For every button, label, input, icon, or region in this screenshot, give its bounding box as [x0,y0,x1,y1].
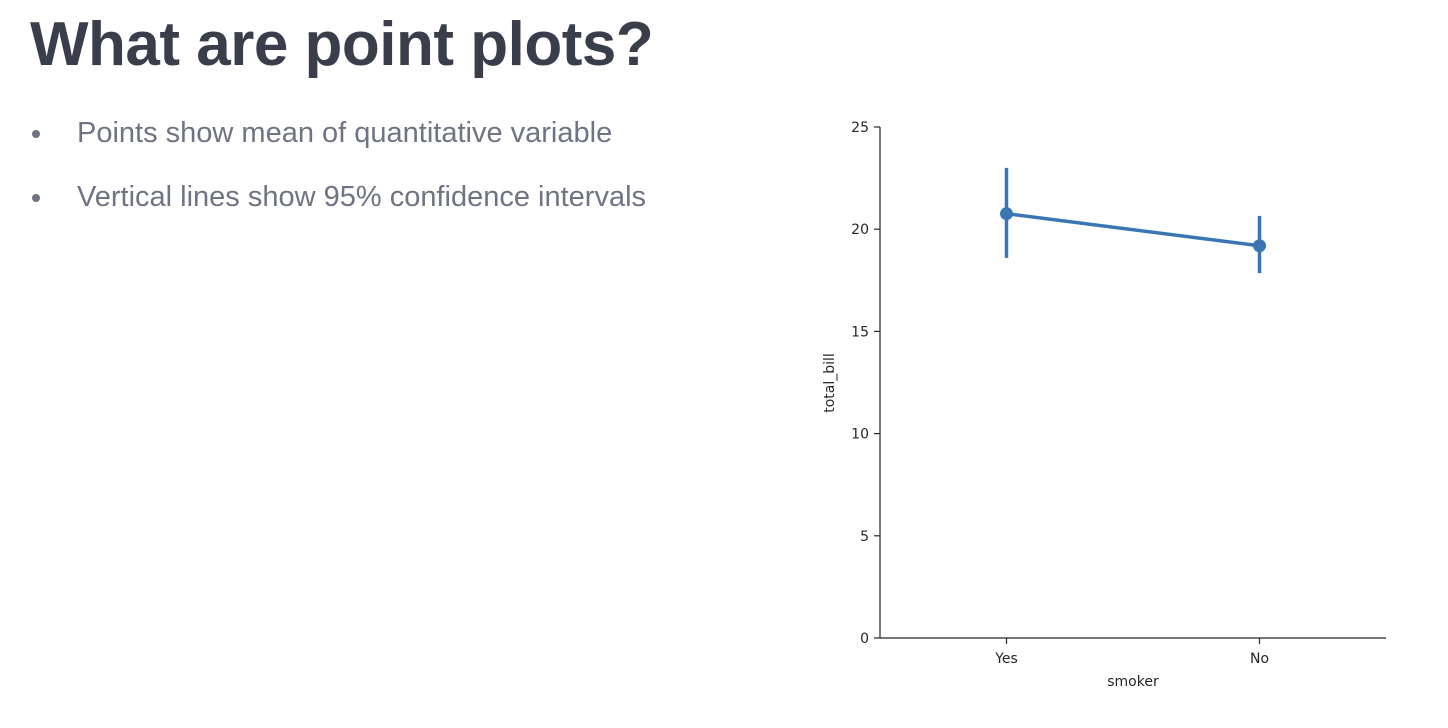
y-tick-group: 0 5 10 15 20 25 [851,120,880,647]
bullet-text: Points show mean of quantitative variabl… [77,117,613,149]
y-tick-label: 5 [860,529,869,545]
x-tick-label: No [1250,651,1269,667]
x-axis-label: smoker [1107,674,1159,690]
x-tick-group: Yes No [994,638,1269,667]
y-tick-label: 15 [851,324,869,340]
bullet-list: Points show mean of quantitative variabl… [30,112,646,240]
confidence-interval-group [1004,167,1262,274]
x-tick-label: Yes [994,651,1018,667]
bullet-dot [32,194,40,202]
y-tick-label: 10 [851,427,869,443]
data-point [1253,239,1266,253]
slide-title: What are point plots? [30,10,654,79]
data-point [1000,207,1013,221]
point-group [1000,207,1266,253]
y-axis-label: total_bill [822,353,838,413]
y-tick-label: 20 [851,222,869,238]
y-tick-label: 0 [860,631,869,647]
bullet-text: Vertical lines show 95% confidence inter… [77,181,647,213]
bullet-dot [32,130,40,138]
bullet-item: Points show mean of quantitative variabl… [30,112,646,176]
series-line [1006,211,1260,248]
bullet-item: Vertical lines show 95% confidence inter… [30,176,646,240]
y-tick-label: 25 [851,120,869,136]
